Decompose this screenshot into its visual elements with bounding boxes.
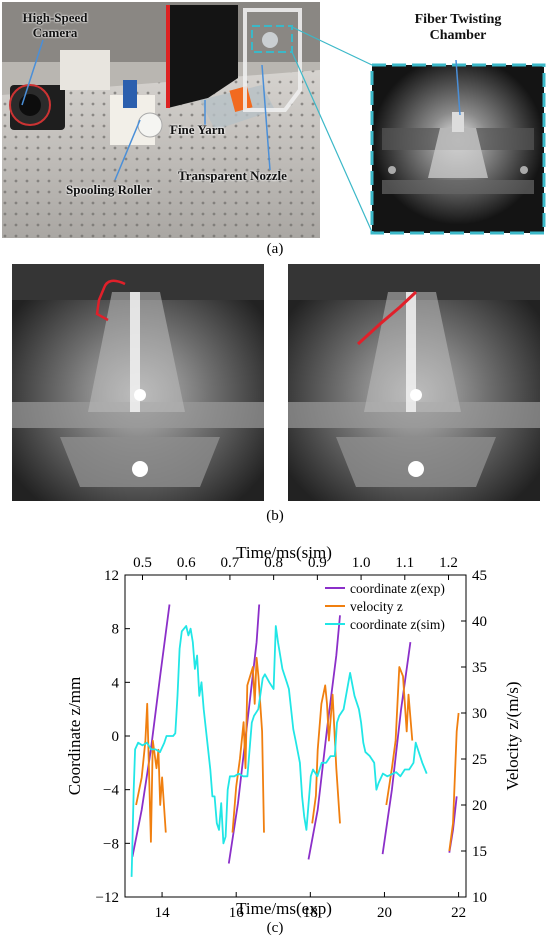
x-axis-top-title: Time/ms(sim) [236,543,332,562]
y-right-tick-label: 20 [472,798,487,814]
y-right-tick-label: 35 [472,660,487,676]
frame-left [12,264,264,501]
y-left-tick-label: 4 [112,675,120,691]
y-right-tick-label: 45 [472,568,487,584]
x-top-tick-label: 0.9 [308,555,327,571]
y-axis-right-title: Velocity z/(m/s) [503,681,522,790]
caption-b: (b) [266,508,284,524]
caption-a: (a) [266,241,284,257]
frame-right [288,264,540,501]
legend-label: velocity z [350,599,403,614]
y-left-tick-label: 0 [112,729,120,745]
x-top-tick-label: 1.1 [395,555,414,571]
y-right-tick-label: 30 [472,706,487,722]
y-left-tick-label: −4 [103,783,119,799]
panel-b [0,262,550,507]
zoom-connector [291,51,373,233]
series-velocity-z [231,656,265,833]
panel-a-photos [2,2,546,238]
x-bottom-tick-label: 18 [303,905,318,918]
y-left-tick-label: 8 [112,622,120,638]
x-bottom-tick-label: 22 [451,905,466,918]
label-transparent-nozzle: Transparent Nozzle [178,168,287,183]
x-bottom-tick-label: 14 [155,905,171,918]
series-velocity-z [135,702,167,843]
panel-a: High-Speed Camera Fine Yarn Spooling Rol… [0,0,550,260]
x-top-tick-label: 1.0 [352,555,371,571]
x-axis-bottom-title: Time/ms(exp) [236,899,332,918]
series-coordinate-z-sim [130,625,428,877]
chamber-photo [370,59,546,235]
series-velocity-z [385,666,414,806]
y-axis-left-title: Coordinate z/mm [65,677,84,796]
y-right-tick-label: 25 [472,752,487,768]
series-velocity-z [448,712,460,852]
label-high-speed-camera: High-Speed Camera [22,10,88,40]
series-velocity-z [311,684,341,824]
label-spooling-roller: Spooling Roller [66,182,153,197]
zoom-connector [291,26,373,66]
y-right-tick-label: 40 [472,614,487,630]
y-right-tick-label: 10 [472,890,487,906]
y-left-tick-label: −12 [96,890,119,906]
label-fiber-twisting-chamber: Fiber Twisting Chamber [414,12,502,43]
label-fine-yarn: Fine Yarn [170,122,225,137]
series-coordinate-z-exp [307,615,341,860]
x-top-tick-label: 0.8 [264,555,283,571]
y-left-tick-label: −8 [103,836,119,852]
y-left-tick-label: 12 [104,568,119,584]
series-lines [130,604,460,877]
x-top-tick-label: 0.7 [221,555,240,571]
chart-c: Time/ms(sim) Time/ms(exp) Coordinate z/m… [65,543,522,918]
legend: coordinate z(exp) velocity z coordinate z(… [325,581,445,632]
lab-setup-photo [2,2,320,238]
x-bottom-tick-label: 20 [377,905,392,918]
axis-ticks: 14 16 18 20 22 0.5 0.6 0.7 0.8 0.9 1.0 1.1 1.2 −12 −8 −… [96,555,487,918]
x-top-tick-label: 0.5 [133,555,152,571]
caption-c: (c) [266,920,284,936]
x-top-tick-label: 1.2 [439,555,458,571]
legend-label: coordinate z(exp) [350,581,445,596]
x-bottom-tick-label: 16 [229,905,245,918]
legend-label: coordinate z(sim) [350,617,445,632]
series-coordinate-z-exp [381,641,412,855]
x-top-tick-label: 0.6 [177,555,196,571]
y-right-tick-label: 15 [472,844,487,860]
